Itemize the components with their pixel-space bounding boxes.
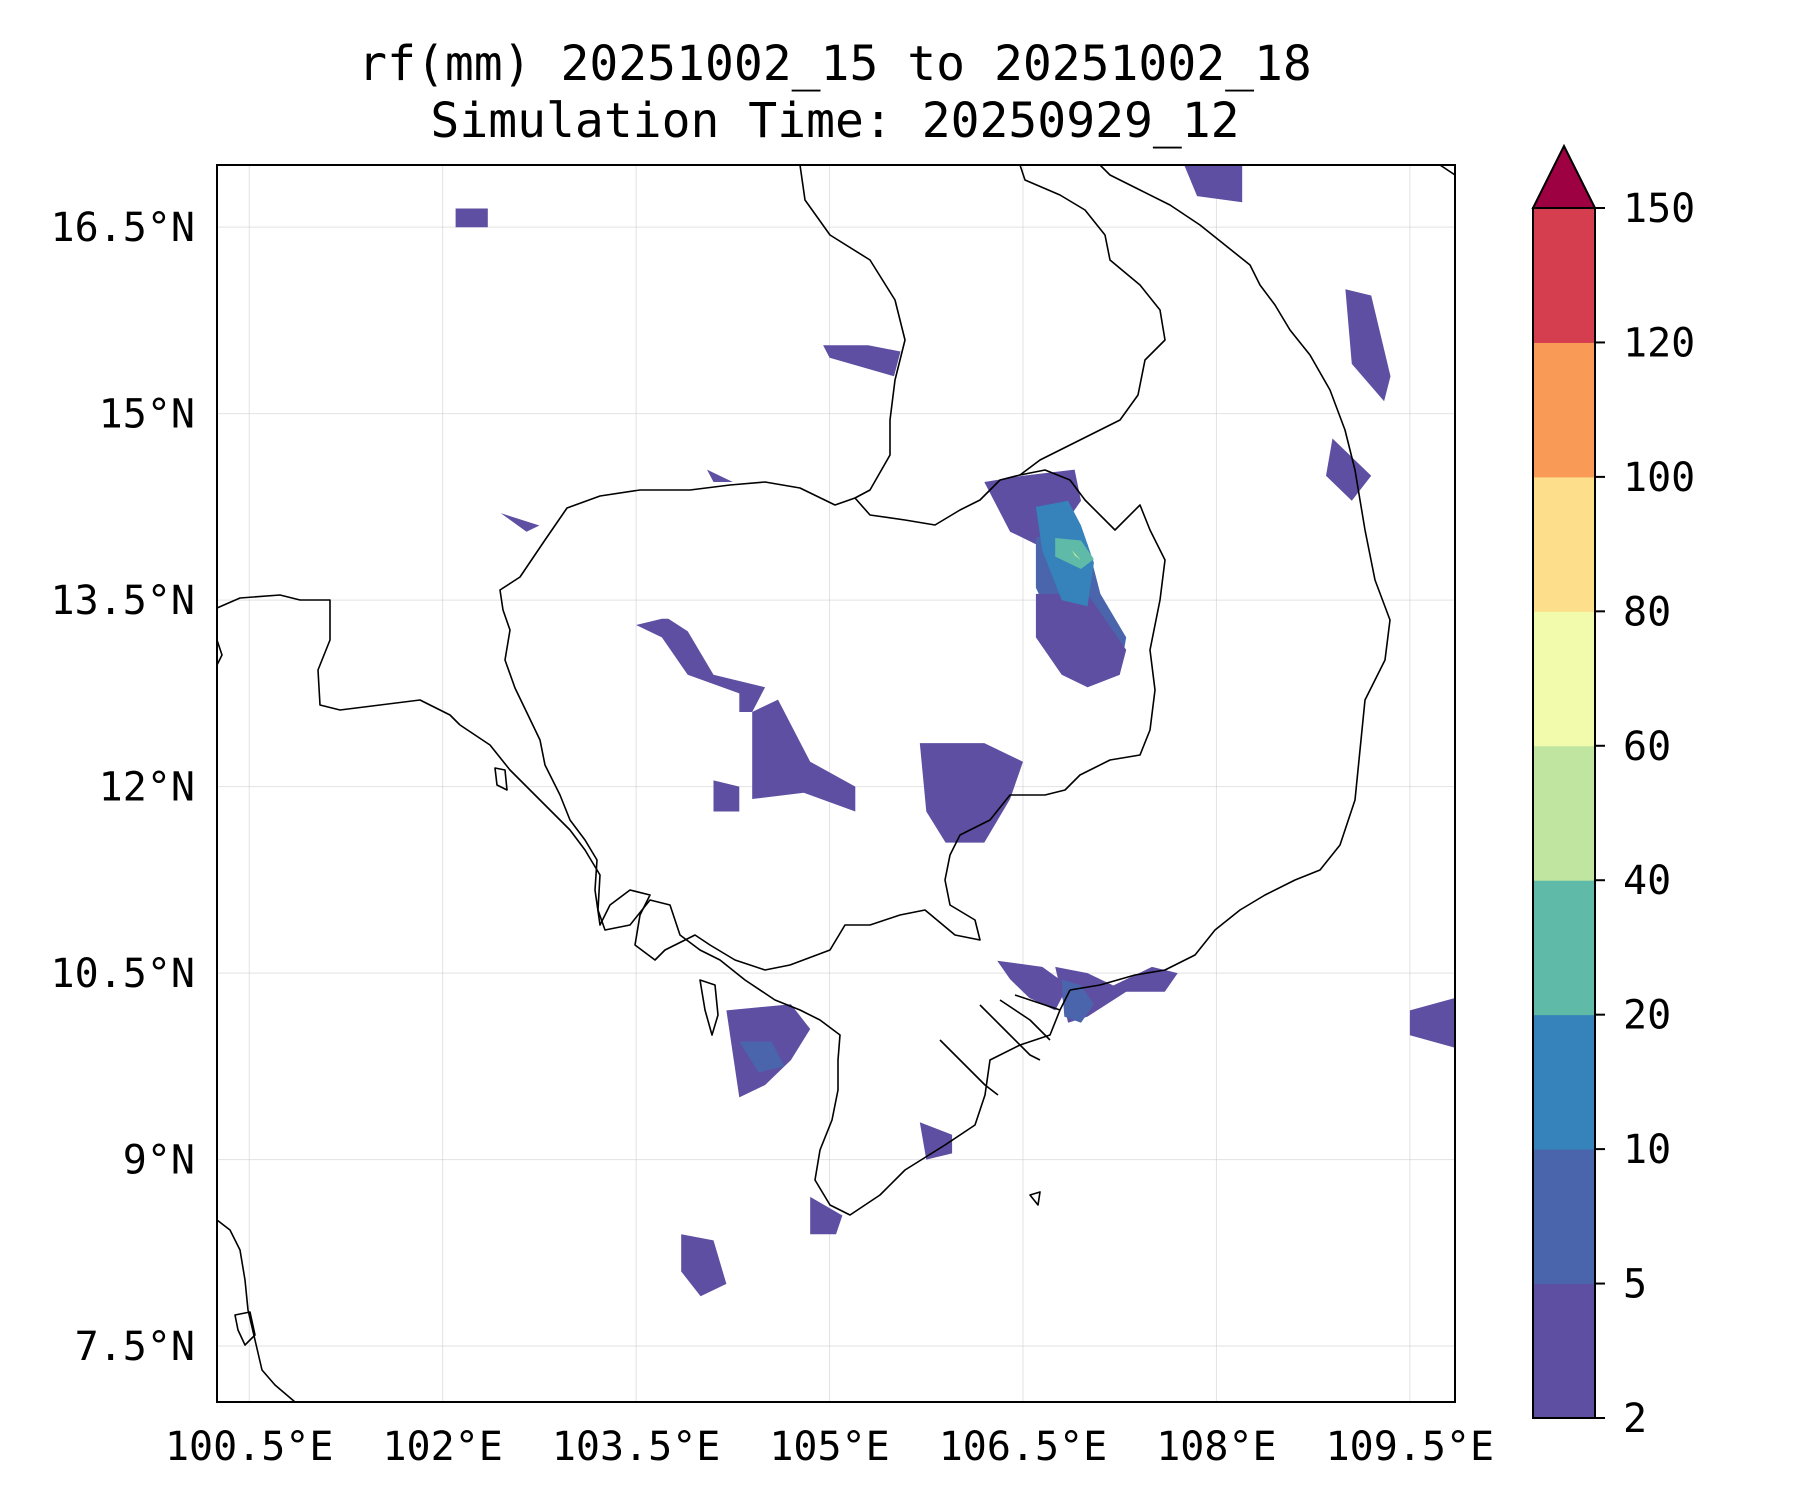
mekong-channel-1 bbox=[939, 1039, 999, 1096]
gulf-of-thailand-coast bbox=[459, 724, 1071, 1216]
laos-vietnam-border bbox=[1019, 165, 1166, 476]
lat-tick-label: 13.5°N bbox=[51, 578, 196, 624]
rain-area-22 bbox=[1326, 438, 1372, 501]
rain-area-11 bbox=[455, 208, 488, 228]
colorbar-tick-label: 2 bbox=[1623, 1396, 1647, 1442]
coastlines-and-borders bbox=[217, 165, 1455, 1402]
colorbar-extend-max bbox=[1531, 143, 1597, 209]
latitude-axis: 7.5°N 9°N 10.5°N 12°N 13.5°N 15°N 16.5°N bbox=[51, 205, 196, 1370]
rain-area-21 bbox=[681, 1234, 727, 1297]
colorbar-tick-label: 120 bbox=[1623, 320, 1695, 366]
mekong-channel-3 bbox=[999, 999, 1051, 1041]
mekong-channel-2 bbox=[979, 1004, 1041, 1061]
chart-title-line2: Simulation Time: 20250929_12 bbox=[430, 93, 1239, 149]
chart-title-line1: rf(mm) 20251002_15 to 20251002_18 bbox=[358, 36, 1312, 92]
vietnam-east-coast bbox=[1069, 165, 1391, 991]
rain-area-19 bbox=[919, 1122, 953, 1160]
colorbar-segment bbox=[1533, 1283, 1595, 1419]
colorbar-segment bbox=[1533, 745, 1595, 881]
rain-area-13 bbox=[500, 513, 540, 532]
colorbar-tick-label: 40 bbox=[1623, 858, 1671, 904]
colorbar-tick-label: 20 bbox=[1623, 993, 1671, 1039]
colorbar: 2 5 10 20 40 60 80 100 120 150 bbox=[1531, 143, 1695, 1442]
mekong-channel-4 bbox=[1014, 994, 1061, 1011]
map-frame bbox=[216, 164, 1456, 1403]
colorbar-tick-label: 80 bbox=[1623, 589, 1671, 635]
map-area bbox=[217, 165, 1455, 1402]
colorbar-tick-label: 10 bbox=[1623, 1127, 1671, 1173]
colorbar-tick-label: 60 bbox=[1623, 724, 1671, 770]
malay-island bbox=[234, 1311, 256, 1346]
colorbar-frame bbox=[1532, 207, 1596, 1419]
rain-area-23 bbox=[1345, 289, 1391, 402]
rain-area-15 bbox=[739, 1041, 785, 1073]
colorbar-tick-label: 100 bbox=[1623, 455, 1695, 501]
rain-area-1 bbox=[752, 699, 856, 812]
rain-area-12 bbox=[823, 345, 901, 377]
lon-tick-label: 102°E bbox=[382, 1424, 502, 1470]
longitude-axis: 100.5°E 102°E 103.5°E 105°E 106.5°E 108°E 109.… bbox=[165, 1424, 1494, 1470]
lat-tick-label: 15°N bbox=[99, 392, 195, 438]
lat-tick-label: 10.5°N bbox=[51, 951, 196, 997]
lon-tick-label: 105°E bbox=[769, 1424, 889, 1470]
colorbar-segment bbox=[1533, 342, 1595, 478]
rain-area-3 bbox=[919, 743, 1023, 843]
rain-area-2 bbox=[713, 780, 740, 812]
colorbar-segment bbox=[1533, 1149, 1595, 1285]
lon-tick-label: 106.5°E bbox=[939, 1424, 1108, 1470]
lat-tick-label: 7.5°N bbox=[75, 1324, 195, 1370]
colorbar-segment bbox=[1533, 611, 1595, 747]
rain-area-20 bbox=[810, 1196, 843, 1235]
lon-tick-label: 108°E bbox=[1156, 1424, 1276, 1470]
malay-peninsula-coast bbox=[217, 1219, 296, 1402]
rain-area-6 bbox=[1035, 593, 1127, 688]
rainfall-contours bbox=[455, 165, 1455, 1297]
colorbar-segment bbox=[1533, 880, 1595, 1016]
lon-tick-label: 103.5°E bbox=[552, 1424, 721, 1470]
laos-thailand-border bbox=[799, 165, 906, 499]
thailand-cambodia-west-border bbox=[217, 594, 461, 726]
phu-quoc-island bbox=[699, 979, 719, 1036]
colorbar-segment bbox=[1533, 208, 1595, 343]
koh-kong-island bbox=[494, 767, 508, 791]
rain-area-10 bbox=[707, 469, 733, 482]
lat-tick-label: 12°N bbox=[99, 765, 195, 811]
thailand-west-coast-top bbox=[217, 639, 223, 666]
vietnam-north-coast bbox=[1439, 165, 1455, 176]
colorbar-segment bbox=[1533, 476, 1595, 612]
cambodia-border bbox=[499, 469, 1166, 971]
rain-area-25 bbox=[1184, 165, 1243, 203]
colorbar-tick-label: 150 bbox=[1623, 186, 1695, 232]
lon-tick-label: 109.5°E bbox=[1326, 1424, 1495, 1470]
lon-tick-label: 100.5°E bbox=[165, 1424, 334, 1470]
rain-area-9 bbox=[1072, 550, 1081, 561]
colorbar-segment bbox=[1533, 1014, 1595, 1150]
con-dao-island bbox=[1029, 1191, 1041, 1206]
rain-area-24 bbox=[1409, 998, 1455, 1048]
rain-area-0 bbox=[636, 618, 766, 712]
colorbar-tick-label: 5 bbox=[1623, 1262, 1647, 1308]
rain-area-16 bbox=[997, 960, 1069, 1011]
lat-tick-label: 9°N bbox=[123, 1138, 195, 1184]
lat-tick-label: 16.5°N bbox=[51, 205, 196, 251]
